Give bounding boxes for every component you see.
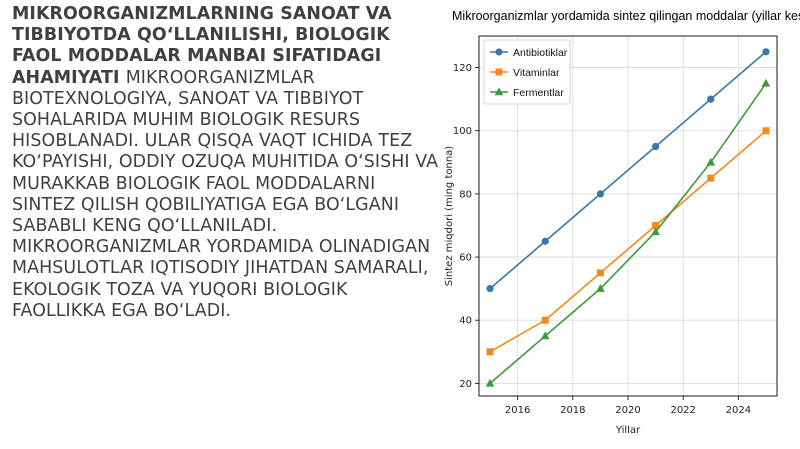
legend-item: Antibiotiklar	[490, 47, 568, 59]
legend-item: Vitaminlar	[490, 67, 560, 79]
data-point	[707, 95, 715, 103]
series-fermentlar	[485, 78, 771, 387]
slide-body-text: MIKROORGANIZMLAR BIOTEXNOLOGIYA, SANOAT …	[12, 67, 439, 321]
legend-box	[483, 39, 571, 105]
data-point	[706, 157, 716, 166]
y-tick-label: 60	[459, 253, 472, 264]
x-tick-label: 2016	[505, 405, 530, 416]
chart-title: Mikroorganizmlar yordamida sintez qiling…	[452, 9, 800, 23]
data-point	[652, 221, 660, 229]
data-point	[486, 285, 494, 293]
legend-marker	[495, 68, 503, 76]
series-line	[489, 51, 767, 290]
x-tick-label: 2022	[670, 405, 695, 416]
data-point	[761, 78, 771, 87]
data-point	[485, 378, 495, 387]
legend-label: Vitaminlar	[513, 67, 560, 79]
y-tick-label: 40	[459, 316, 472, 327]
series-vitaminlar	[486, 127, 770, 356]
legend-label: Fermentlar	[513, 87, 564, 99]
series-antibiotiklar	[486, 48, 770, 293]
y-tick-label: 20	[459, 379, 472, 390]
data-point	[596, 284, 605, 292]
legend-marker	[495, 48, 503, 56]
data-point	[541, 316, 549, 324]
slide-heading: MIKROORGANIZMLARNING SANOAT VA TIBBIYOTD…	[12, 4, 392, 88]
series-line	[489, 82, 767, 384]
data-point	[762, 127, 770, 135]
x-axis-label: Yillar	[615, 425, 641, 436]
legend-marker	[494, 87, 504, 96]
legend-label: Antibiotiklar	[513, 47, 568, 59]
data-point	[540, 331, 550, 340]
x-tick-label: 2018	[560, 405, 585, 416]
legend-item: Fermentlar	[490, 87, 564, 99]
data-point	[707, 174, 715, 182]
data-point	[596, 269, 604, 277]
text-block: MIKROORGANIZMLARNING SANOAT VA TIBBIYOTD…	[12, 4, 444, 322]
y-tick-label: 100	[453, 126, 472, 137]
data-point	[651, 227, 660, 236]
data-point	[651, 142, 660, 151]
y-axis-label: Sintez miqdori (ming tonna)	[444, 146, 455, 286]
series-line	[489, 130, 767, 353]
data-point	[541, 237, 549, 245]
data-point	[596, 190, 605, 198]
x-tick-label: 2024	[726, 405, 751, 416]
y-tick-label: 80	[459, 189, 472, 200]
data-point	[486, 348, 494, 356]
data-point	[762, 48, 770, 56]
y-tick-label: 120	[453, 63, 472, 74]
x-tick-label: 2020	[615, 405, 640, 416]
